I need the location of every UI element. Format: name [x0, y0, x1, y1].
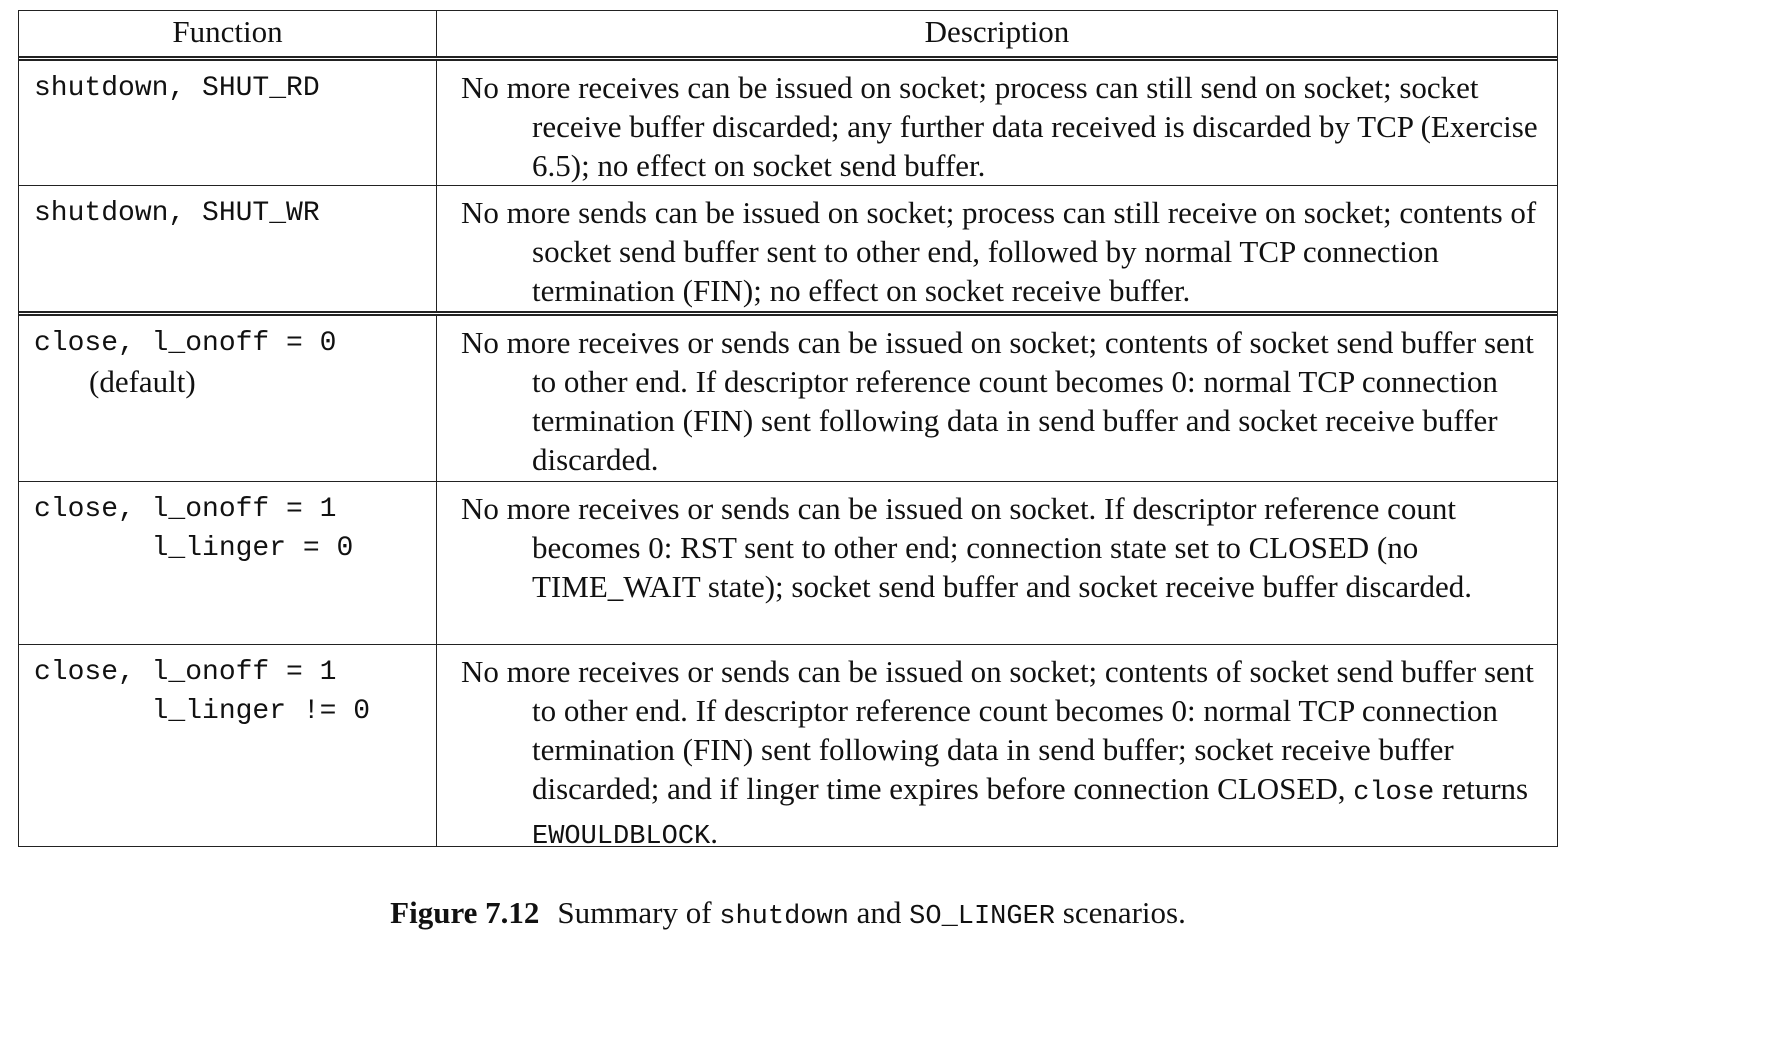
table-row: close, l_onoff = 1 l_linger != 0 No more…: [19, 644, 1557, 852]
table-row: shutdown, SHUT_WR No more sends can be i…: [19, 185, 1557, 311]
table-header-row: Function Description: [19, 11, 1557, 56]
description-cell: No more receives or sends can be issued …: [437, 645, 1557, 852]
caption-text: and: [848, 895, 910, 930]
description-cell: No more sends can be issued on socket; p…: [437, 186, 1557, 311]
function-cell: close, l_onoff = 0 (default): [19, 316, 437, 481]
function-cell: close, l_onoff = 1 l_linger = 0: [19, 482, 437, 644]
function-name-line2: l_linger != 0: [34, 696, 371, 727]
description-text: No more receives can be issued on socket…: [461, 70, 1538, 183]
function-name: shutdown, SHUT_WR: [34, 198, 320, 229]
table-row: shutdown, SHUT_RD No more receives can b…: [19, 56, 1557, 185]
function-name-line2: l_linger = 0: [34, 533, 354, 564]
description-text: No more receives or sends can be issued …: [461, 491, 1472, 604]
function-cell: shutdown, SHUT_WR: [19, 186, 437, 311]
description-text-part: No more receives or sends can be issued …: [461, 654, 1534, 806]
figure-number: Figure 7.12: [390, 895, 540, 930]
figure-caption: Figure 7.12 Summary of shutdown and SO_LI…: [0, 893, 1576, 937]
caption-text: Summary of: [557, 895, 720, 930]
header-function: Function: [19, 11, 437, 56]
function-note: (default): [89, 364, 196, 399]
function-name: close, l_onoff = 0: [34, 328, 337, 359]
table-row: close, l_onoff = 0 (default) No more rec…: [19, 311, 1557, 481]
header-description: Description: [924, 14, 1070, 49]
function-name: shutdown, SHUT_RD: [34, 73, 320, 104]
description-cell: No more receives can be issued on socket…: [437, 61, 1557, 185]
function-cell: close, l_onoff = 1 l_linger != 0: [19, 645, 437, 846]
description-text-part: .: [710, 815, 718, 850]
ewouldblock-code: EWOULDBLOCK: [532, 822, 711, 852]
close-code: close: [1353, 778, 1435, 808]
description-text-part: returns: [1434, 771, 1529, 806]
caption-code-shutdown: shutdown: [719, 902, 849, 932]
description-cell: No more receives or sends can be issued …: [437, 316, 1557, 481]
description-text: No more receives or sends can be issued …: [461, 325, 1534, 477]
function-name: close, l_onoff = 1: [34, 494, 337, 525]
description-text: No more sends can be issued on socket; p…: [461, 195, 1537, 308]
summary-table: Function Description shutdown, SHUT_RD N…: [18, 10, 1558, 852]
caption-text: scenarios.: [1055, 895, 1186, 930]
description-cell: No more receives or sends can be issued …: [437, 482, 1557, 644]
description-text: No more receives or sends can be issued …: [461, 652, 1543, 857]
caption-code-so-linger: SO_LINGER: [909, 902, 1055, 932]
function-name: close, l_onoff = 1: [34, 657, 337, 688]
function-cell: shutdown, SHUT_RD: [19, 61, 437, 185]
table-row: close, l_onoff = 1 l_linger = 0 No more …: [19, 481, 1557, 644]
